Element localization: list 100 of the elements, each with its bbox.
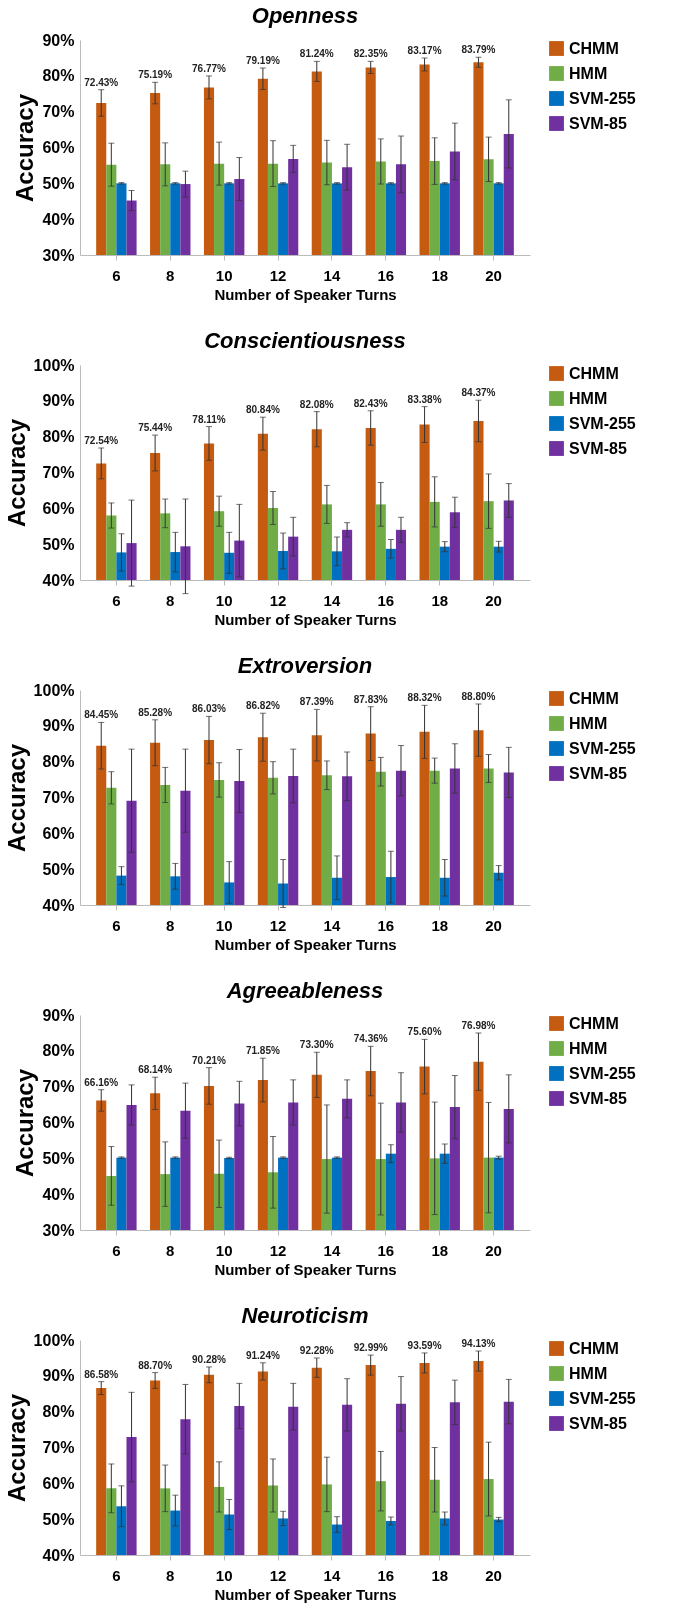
data-label: 82.08% <box>299 398 334 410</box>
data-label: 93.59% <box>407 1339 442 1351</box>
y-tick-label: 60% <box>42 139 75 156</box>
x-tick-label: 12 <box>269 1241 287 1259</box>
data-label: 92.99% <box>353 1342 388 1354</box>
x-tick-label: 12 <box>269 266 287 284</box>
data-label: 87.39% <box>299 696 334 708</box>
y-tick-label: 50% <box>42 174 75 192</box>
x-axis-title: Number of Speaker Turns <box>214 1260 397 1278</box>
y-tick-label: 40% <box>42 896 75 914</box>
data-label: 83.17% <box>407 45 442 57</box>
x-tick-label: 16 <box>377 266 395 284</box>
legend-label: SVM-255 <box>569 739 636 757</box>
y-tick-label: 90% <box>42 1006 75 1024</box>
y-tick-label: 100% <box>33 681 75 699</box>
data-label: 76.77% <box>192 62 227 74</box>
legend-label: SVM-85 <box>569 439 627 457</box>
y-tick-label: 80% <box>42 1042 75 1060</box>
x-tick-label: 12 <box>269 1566 287 1584</box>
x-tick-label: 20 <box>485 1241 502 1259</box>
data-label: 81.24% <box>299 48 334 60</box>
y-tick-label: 30% <box>42 246 75 264</box>
x-tick-label: 16 <box>377 591 395 609</box>
legend-label: SVM-85 <box>569 1089 627 1107</box>
x-axis-title: Number of Speaker Turns <box>214 285 397 303</box>
y-tick-label: 90% <box>42 717 75 735</box>
y-tick-label: 100% <box>33 356 75 374</box>
legend-label: HMM <box>569 1039 608 1057</box>
x-tick-label: 8 <box>166 266 175 284</box>
y-tick-label: 50% <box>42 1510 75 1528</box>
legend-label: CHMM <box>569 39 619 57</box>
x-tick-label: 14 <box>323 591 341 609</box>
y-tick-label: 80% <box>42 753 75 771</box>
chart-title: Extroversion <box>237 653 373 678</box>
legend-label: HMM <box>569 1364 608 1382</box>
y-tick-label: 50% <box>42 1149 75 1167</box>
data-label: 71.85% <box>245 1045 280 1057</box>
y-tick-label: 80% <box>42 428 75 446</box>
legend-label: CHMM <box>569 364 619 382</box>
data-label: 73.30% <box>299 1039 334 1051</box>
data-label: 68.14% <box>138 1064 173 1076</box>
legend-label: SVM-85 <box>569 1414 627 1432</box>
data-label: 82.35% <box>353 48 388 60</box>
legend-label: CHMM <box>569 1014 619 1032</box>
chart-title: Neuroticism <box>241 1303 369 1328</box>
y-tick-label: 40% <box>42 571 75 589</box>
chart-title: Conscientiousness <box>204 328 406 353</box>
y-tick-label: 70% <box>42 464 75 481</box>
x-tick-label: 18 <box>431 916 449 934</box>
y-tick-label: 60% <box>42 1474 75 1492</box>
chart-title: Openness <box>251 3 359 28</box>
x-tick-label: 6 <box>112 1566 121 1584</box>
x-tick-label: 18 <box>431 591 449 609</box>
y-axis-title: Accuracy <box>2 743 30 853</box>
data-label: 83.38% <box>407 393 442 405</box>
data-label: 86.58% <box>84 1368 119 1380</box>
y-tick-label: 50% <box>42 535 75 553</box>
x-tick-label: 18 <box>431 1566 449 1584</box>
data-label: 85.28% <box>138 706 173 718</box>
x-tick-label: 6 <box>112 266 121 284</box>
legend-label: SVM-255 <box>569 1389 636 1407</box>
data-label: 84.37% <box>461 387 496 399</box>
y-tick-label: 40% <box>42 1185 75 1203</box>
y-axis-title: Accuracy <box>11 1068 39 1178</box>
data-label: 76.98% <box>461 1019 496 1031</box>
x-tick-label: 8 <box>166 591 175 609</box>
x-tick-label: 6 <box>112 591 121 609</box>
legend-label: CHMM <box>569 689 619 707</box>
x-tick-label: 20 <box>485 266 502 284</box>
x-tick-label: 6 <box>112 1241 121 1259</box>
y-tick-label: 30% <box>42 1221 75 1239</box>
y-axis-title: Accuracy <box>2 1393 30 1503</box>
y-tick-label: 90% <box>42 1367 75 1385</box>
y-tick-label: 60% <box>42 1114 75 1131</box>
y-tick-label: 90% <box>42 31 75 49</box>
x-tick-label: 16 <box>377 1241 395 1259</box>
x-tick-label: 14 <box>323 1241 341 1259</box>
x-axis-title: Number of Speaker Turns <box>214 935 397 953</box>
y-tick-label: 100% <box>33 1331 75 1349</box>
y-tick-label: 60% <box>42 824 75 842</box>
data-label: 92.28% <box>299 1344 334 1356</box>
x-tick-label: 10 <box>215 1566 233 1584</box>
legend-label: SVM-255 <box>569 414 636 432</box>
x-tick-label: 12 <box>269 916 287 934</box>
data-label: 75.60% <box>407 1026 442 1038</box>
y-axis-title: Accuracy <box>2 418 30 528</box>
y-tick-label: 60% <box>42 499 75 517</box>
data-label: 74.36% <box>353 1033 388 1045</box>
data-label: 66.16% <box>84 1076 119 1088</box>
data-label: 88.80% <box>461 690 496 702</box>
x-tick-label: 14 <box>323 1566 341 1584</box>
legend-label: SVM-85 <box>569 114 627 132</box>
x-tick-label: 16 <box>377 1566 395 1584</box>
x-tick-label: 10 <box>215 591 233 609</box>
data-label: 82.43% <box>353 397 388 409</box>
legend-label: HMM <box>569 714 608 732</box>
x-tick-label: 8 <box>166 916 175 934</box>
data-label: 80.84% <box>245 404 280 416</box>
y-tick-label: 90% <box>42 392 75 410</box>
data-label: 87.83% <box>353 693 388 705</box>
